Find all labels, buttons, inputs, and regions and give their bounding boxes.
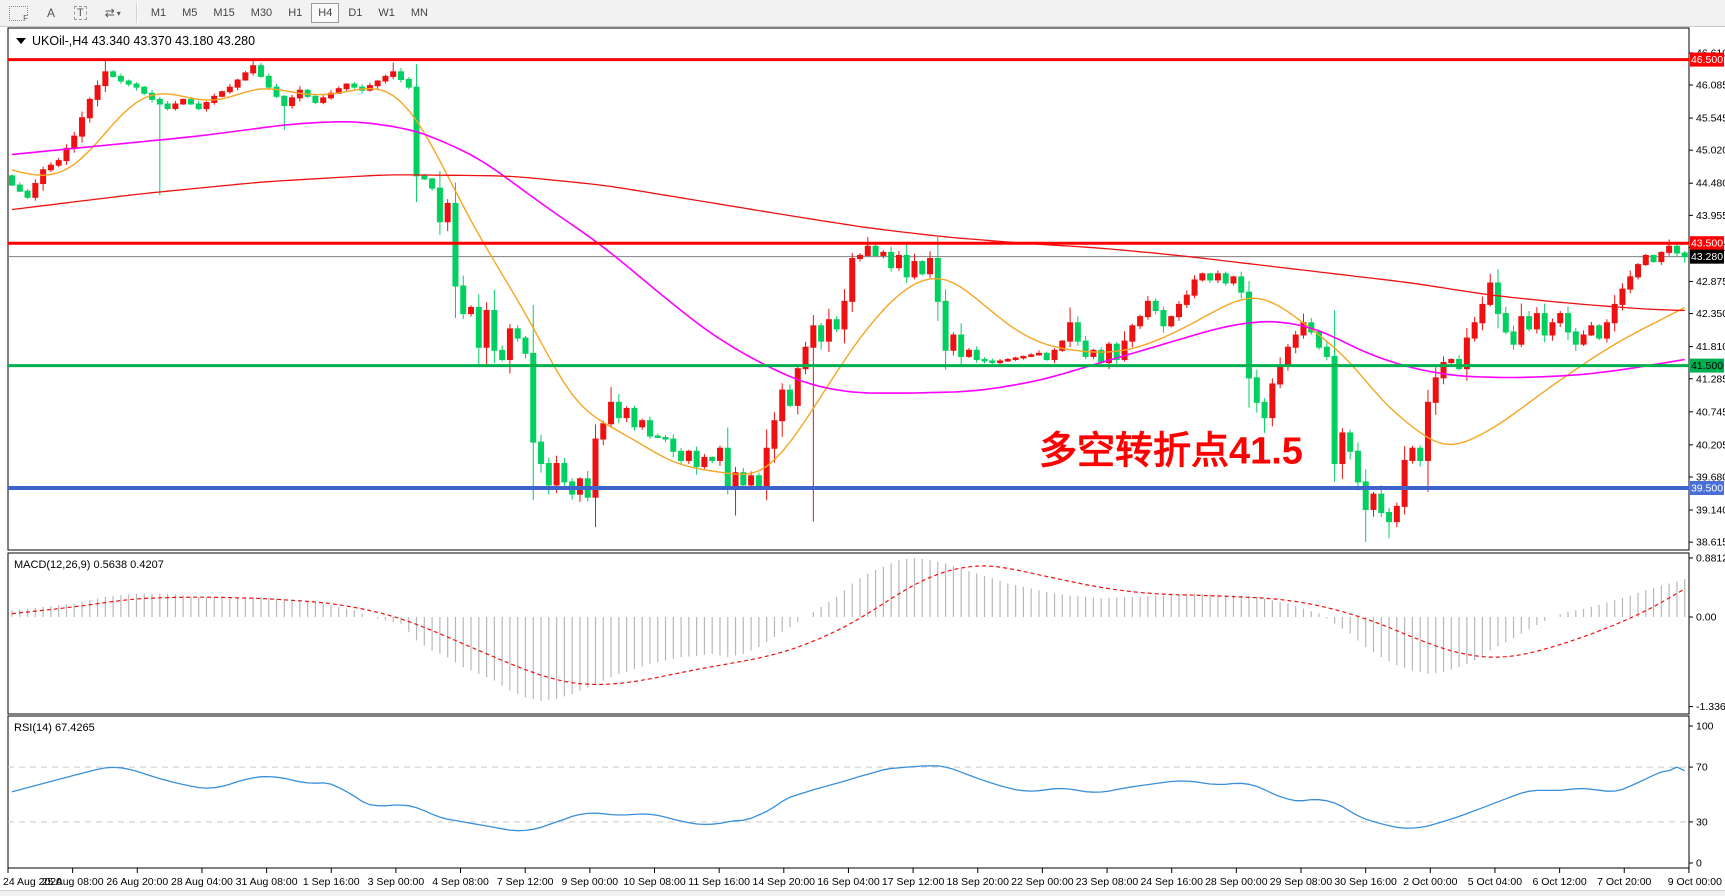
time-tick-label: 7 Sep 12:00 bbox=[497, 876, 554, 888]
time-tick-label: 28 Aug 04:00 bbox=[171, 876, 233, 888]
time-tick-label: 2 Oct 00:00 bbox=[1403, 876, 1457, 888]
rsi-label: RSI(14) 67.4265 bbox=[14, 722, 95, 734]
time-tick-label: 1 Sep 16:00 bbox=[303, 876, 360, 888]
toolbar: F A T ⇄ ▾ M1 M5 M15 M30 H1 H4 D1 W1 MN bbox=[0, 0, 1725, 27]
rsi-line bbox=[11, 765, 1685, 832]
price-badge-41.500: 41.500 bbox=[1690, 358, 1724, 373]
annotation-text[interactable]: 多空转折点41.5 bbox=[1039, 430, 1303, 472]
macd-label: MACD(12,26,9) 0.5638 0.4207 bbox=[14, 559, 164, 571]
price-tick-label: 41.285 bbox=[1696, 373, 1725, 385]
price-tick-label: 40.745 bbox=[1696, 406, 1725, 418]
price-tick-label: 45.020 bbox=[1696, 145, 1725, 157]
chevron-down-icon[interactable] bbox=[16, 38, 26, 44]
price-tick-label: 42.350 bbox=[1696, 308, 1725, 320]
chevron-down-icon: ▾ bbox=[116, 8, 121, 18]
tf-button-h1[interactable]: H1 bbox=[281, 3, 309, 23]
time-tick-label: 28 Sep 00:00 bbox=[1205, 876, 1268, 888]
price-tick-label: 40.205 bbox=[1696, 439, 1725, 451]
rsi-panel bbox=[7, 715, 1690, 869]
tf-button-mn[interactable]: MN bbox=[404, 3, 435, 23]
macd-tick-label: -1.3368 bbox=[1696, 701, 1725, 713]
text-box-tool-icon[interactable]: T bbox=[67, 3, 94, 23]
main-chart-layer: 多空转折点41.5 UKOil-,H4 43.340 43.370 43.180 … bbox=[8, 34, 1689, 542]
price-tick-label: 45.545 bbox=[1696, 113, 1725, 125]
arrows-tool-icon[interactable]: ⇄ ▾ bbox=[98, 3, 128, 23]
time-tick-label: 16 Sep 04:00 bbox=[817, 876, 880, 888]
rsi-tick-label: 100 bbox=[1696, 721, 1714, 733]
svg-text:43.500: 43.500 bbox=[1691, 238, 1723, 250]
price-tick-label: 38.615 bbox=[1696, 537, 1725, 549]
time-tick-label: 23 Sep 08:00 bbox=[1076, 876, 1139, 888]
svg-text:39.500: 39.500 bbox=[1691, 483, 1723, 495]
text-label-tool-icon[interactable]: A bbox=[39, 3, 63, 23]
price-badge-39.500: 39.500 bbox=[1690, 481, 1724, 496]
time-tick-label: 17 Sep 12:00 bbox=[882, 876, 945, 888]
svg-text:41.500: 41.500 bbox=[1691, 360, 1723, 372]
tf-button-m15[interactable]: M15 bbox=[206, 3, 241, 23]
time-tick-label: 14 Sep 20:00 bbox=[753, 876, 816, 888]
price-axis[interactable]: 46.61046.08545.54545.02044.48043.95543.4… bbox=[1689, 47, 1725, 549]
macd-layer: MACD(12,26,9) 0.5638 0.4207 0.8812 0.00 -1.… bbox=[11, 552, 1725, 713]
ma-slow-line bbox=[11, 174, 1685, 312]
price-tick-label: 43.955 bbox=[1696, 210, 1725, 222]
time-tick-label: 6 Oct 12:00 bbox=[1532, 876, 1586, 888]
tf-button-h4[interactable]: H4 bbox=[311, 3, 340, 23]
macd-panel bbox=[7, 552, 1690, 715]
time-tick-label: 25 Aug 08:00 bbox=[42, 876, 104, 888]
price-tick-label: 39.140 bbox=[1696, 505, 1725, 517]
time-tick-label: 10 Sep 08:00 bbox=[623, 876, 686, 888]
svg-text:43.280: 43.280 bbox=[1691, 251, 1723, 263]
timeframe-group: M1 M5 M15 M30 H1 H4 D1 W1 MN bbox=[143, 3, 436, 23]
rsi-layer: RSI(14) 67.4265 100 70 30 0 bbox=[8, 721, 1714, 870]
tf-button-w1[interactable]: W1 bbox=[371, 3, 402, 23]
price-tick-label: 44.480 bbox=[1696, 178, 1725, 190]
main-panel bbox=[7, 27, 1690, 551]
ma-fast-line bbox=[11, 87, 1686, 476]
time-tick-label: 7 Oct 20:00 bbox=[1597, 876, 1651, 888]
svg-text:46.500: 46.500 bbox=[1691, 54, 1723, 66]
macd-tick-label: 0.00 bbox=[1696, 612, 1717, 624]
tf-button-m30[interactable]: M30 bbox=[244, 3, 279, 23]
price-badge-43.500: 43.500 bbox=[1690, 236, 1724, 251]
time-tick-label: 5 Oct 04:00 bbox=[1468, 876, 1522, 888]
tf-button-m5[interactable]: M5 bbox=[175, 3, 204, 23]
macd-tick-label: 0.8812 bbox=[1696, 552, 1725, 564]
toolbar-separator bbox=[135, 3, 137, 23]
price-tick-label: 46.085 bbox=[1696, 80, 1725, 92]
time-tick-label: 26 Aug 20:00 bbox=[106, 876, 168, 888]
rsi-tick-label: 0 bbox=[1696, 858, 1702, 870]
grid-f-icon[interactable]: F bbox=[2, 3, 35, 23]
time-tick-label: 18 Sep 20:00 bbox=[947, 876, 1010, 888]
time-tick-label: 9 Sep 00:00 bbox=[562, 876, 619, 888]
time-tick-label: 22 Sep 00:00 bbox=[1011, 876, 1074, 888]
symbol-title: UKOil-,H4 43.340 43.370 43.180 43.280 bbox=[16, 34, 255, 48]
time-tick-label: 30 Sep 16:00 bbox=[1334, 876, 1397, 888]
price-tick-label: 41.810 bbox=[1696, 341, 1725, 353]
tf-button-m1[interactable]: M1 bbox=[144, 3, 173, 23]
time-tick-label: 4 Sep 08:00 bbox=[432, 876, 489, 888]
time-tick-label: 29 Sep 08:00 bbox=[1270, 876, 1333, 888]
current-price-badge: 43.280 bbox=[1690, 249, 1724, 264]
time-tick-label: 24 Sep 16:00 bbox=[1140, 876, 1203, 888]
price-badge-46.500: 46.500 bbox=[1690, 52, 1724, 67]
time-tick-label: 24 Aug 2020 bbox=[3, 876, 62, 888]
time-tick-label: 11 Sep 16:00 bbox=[688, 876, 750, 888]
time-tick-label: 31 Aug 08:00 bbox=[236, 876, 298, 888]
rsi-tick-label: 30 bbox=[1696, 816, 1708, 828]
price-tick-label: 39.680 bbox=[1696, 471, 1725, 483]
symbol-ohlc-label: UKOil-,H4 43.340 43.370 43.180 43.280 bbox=[32, 34, 255, 48]
status-strip bbox=[0, 890, 1725, 896]
time-tick-label: 9 Oct 00:00 bbox=[1668, 876, 1722, 888]
tf-button-d1[interactable]: D1 bbox=[341, 3, 369, 23]
time-tick-label: 3 Sep 00:00 bbox=[368, 876, 425, 888]
rsi-tick-label: 70 bbox=[1696, 762, 1708, 774]
price-tick-label: 42.875 bbox=[1696, 276, 1725, 288]
